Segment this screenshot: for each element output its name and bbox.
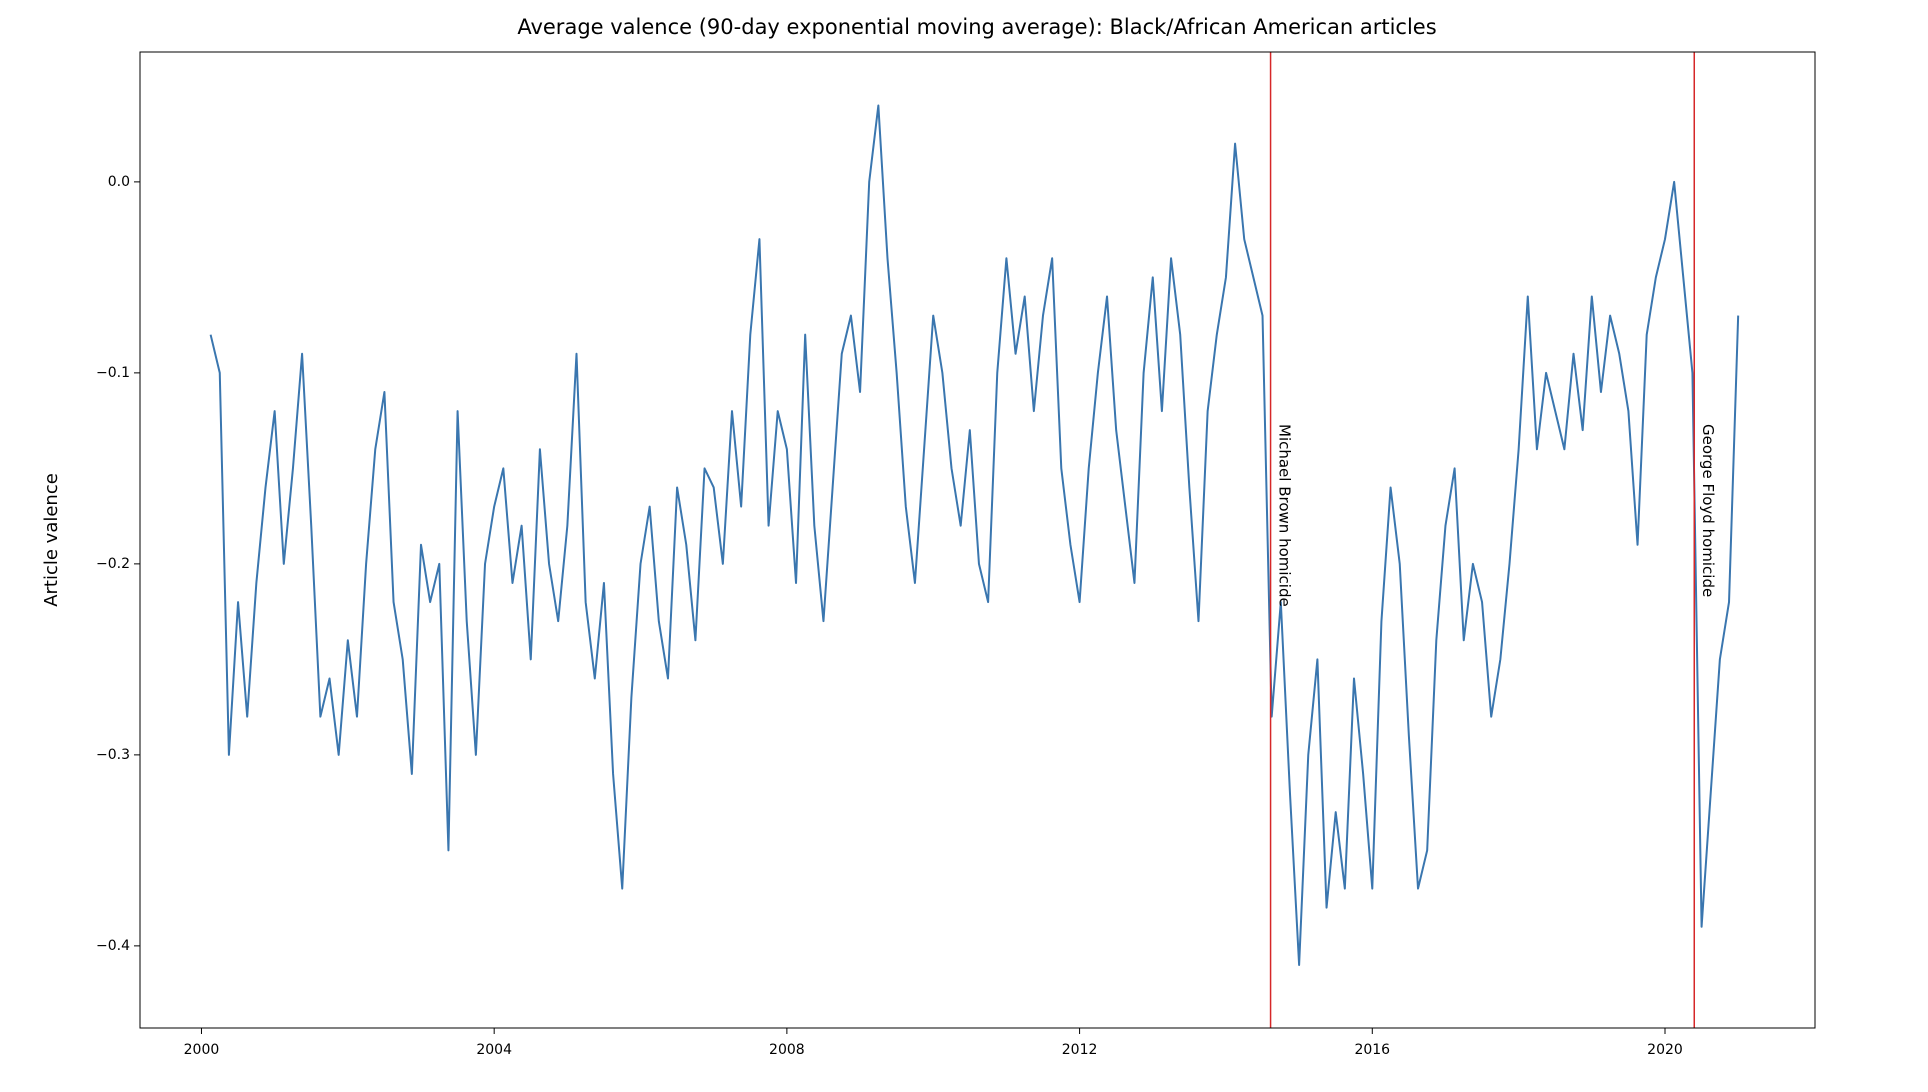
event-label: George Floyd homicide — [1699, 424, 1717, 597]
y-tick-label: −0.2 — [96, 556, 130, 572]
x-tick-label: 2020 — [1647, 1042, 1683, 1058]
data-line — [209, 104, 1740, 966]
y-tick-label: 0.0 — [108, 174, 130, 190]
y-axis-label: Article valence — [41, 473, 62, 607]
y-tick-label: −0.3 — [96, 747, 130, 763]
plot-frame — [139, 51, 1816, 1029]
chart-title: Average valence (90-day exponential movi… — [517, 15, 1436, 39]
y-tick-label: −0.1 — [96, 365, 130, 381]
x-tick-label: 2012 — [1062, 1042, 1098, 1058]
event-label: Michael Brown homicide — [1275, 424, 1293, 607]
y-tick-label: −0.4 — [96, 938, 130, 954]
x-tick-label: 2000 — [184, 1042, 220, 1058]
x-tick-label: 2008 — [769, 1042, 805, 1058]
x-tick-label: 2004 — [476, 1042, 512, 1058]
x-tick-label: 2016 — [1354, 1042, 1390, 1058]
